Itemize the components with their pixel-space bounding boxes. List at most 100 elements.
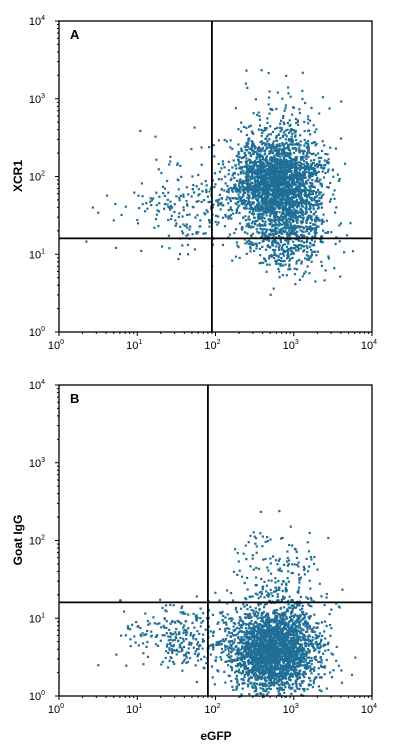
panel-a-event-dot: [181, 230, 184, 233]
panel-a-event-dot: [316, 250, 320, 253]
panel-b-event-dot: [303, 676, 306, 679]
panel-b-event-dot: [235, 669, 238, 673]
panel-a-event-dot: [259, 224, 262, 228]
panel-b-event-dot: [232, 641, 235, 644]
panel-a-event-dot: [313, 131, 316, 134]
panel-a-event-dot: [294, 188, 297, 191]
panel-a-event-dot: [150, 204, 153, 207]
panel-a-event-dot: [310, 153, 313, 156]
panel-a-event-dot: [268, 228, 272, 231]
panel-a-event-dot: [197, 173, 200, 177]
panel-a-event-dot: [276, 188, 279, 191]
panel-a-event-dot: [235, 187, 238, 190]
panel-a-event-dot: [281, 252, 284, 255]
panel-a-event-dot: [247, 138, 251, 141]
panel-a-event-dot: [268, 203, 271, 206]
panel-a-event-dot: [242, 193, 245, 196]
panel-b-event-dot: [308, 656, 311, 659]
panel-a-event-dot: [246, 178, 249, 181]
panel-a-event-dot: [267, 200, 270, 203]
panel-a-event-dot: [309, 196, 312, 199]
panel-a-event-dot: [339, 275, 342, 278]
panel-a-event-dot: [268, 145, 271, 148]
panel-a-event-dot: [267, 133, 270, 136]
panel-a-event-dot: [278, 160, 281, 163]
panel-b-event-dot: [252, 623, 255, 626]
panel-a-event-dot: [301, 179, 304, 182]
panel-b-event-dot: [249, 627, 252, 630]
panel-a-event-dot: [302, 171, 305, 174]
panel-a-event-dot: [297, 183, 300, 186]
panel-a-event-dot: [242, 169, 245, 172]
panel-a-event-dot: [231, 174, 234, 177]
panel-b-event-dot: [280, 627, 283, 630]
panel-a-event-dot: [303, 144, 306, 147]
panel-a-event-dot: [276, 202, 279, 205]
panel-a-event-dot: [294, 247, 297, 250]
panel-a-event-dot: [270, 230, 273, 233]
panel-a-event-dot: [281, 180, 284, 183]
panel-a-event-dot: [238, 184, 241, 187]
panel-a-event-dot: [277, 181, 281, 184]
panel-a-event-dot: [281, 97, 284, 100]
panel-b-event-dot: [304, 665, 307, 668]
panel-a-event-dot: [338, 224, 341, 227]
panel-a-event-dot: [294, 176, 297, 179]
panel-b-event-dot: [242, 639, 246, 642]
panel-a-event-dot: [263, 257, 266, 260]
panel-a-event-dot: [273, 214, 276, 217]
panel-a-event-dot: [264, 190, 267, 194]
panel-b-event-dot: [270, 627, 273, 630]
panel-a-event-dot: [261, 230, 264, 233]
panel-a-event-dot: [246, 170, 250, 173]
panel-a-event-dot: [264, 202, 267, 205]
panel-a-event-dot: [275, 145, 278, 148]
panel-a-event-dot: [308, 177, 311, 180]
panel-b-event-dot: [288, 686, 291, 689]
panel-a-event-dot: [259, 227, 262, 230]
panel-a-event-dot: [261, 163, 264, 166]
panel-a-event-dot: [274, 253, 277, 256]
panel-a-event-dot: [173, 210, 176, 213]
panel-a-event-dot: [261, 201, 265, 204]
panel-a-event-dot: [301, 209, 304, 212]
panel-b-event-dot: [263, 606, 266, 609]
panel-a-event-dot: [240, 161, 243, 164]
panel-a-event-dot: [299, 207, 302, 210]
panel-a-event-dot: [310, 238, 313, 242]
panel-a-event-dot: [261, 216, 264, 219]
panel-a-event-dot: [245, 142, 248, 145]
panel-a-event-dot: [314, 217, 317, 220]
panel-a-event-dot: [252, 207, 255, 211]
panel-a-event-dot: [292, 128, 295, 132]
panel-b-event-dot: [297, 620, 300, 624]
panel-a-event-dot: [314, 144, 317, 147]
panel-b-event-dot: [287, 627, 291, 630]
panel-b-event-dot: [288, 678, 291, 681]
panel-b-event-dot: [256, 692, 259, 695]
panel-a-event-dot: [265, 190, 269, 193]
panel-a-event-dot: [295, 262, 298, 265]
panel-a-event-dot: [291, 182, 295, 185]
panel-b-event-dot: [315, 658, 318, 662]
panel-b-event-dot: [279, 648, 283, 651]
panel-a-event-dot: [295, 194, 298, 197]
panel-a-event-dot: [247, 242, 250, 245]
panel-a-event-dot: [307, 155, 310, 158]
panel-a-event-dot: [248, 175, 251, 178]
panel-a-event-dot: [262, 197, 265, 200]
panel-b-event-dot: [284, 636, 287, 640]
panel-b-event-dot: [319, 664, 323, 667]
panel-a-event-dot: [307, 140, 310, 143]
panel-a-event-dot: [252, 195, 255, 198]
panel-a-event-dot: [275, 259, 278, 262]
panel-a-event-dot: [258, 164, 261, 168]
panel-a-event-dot: [115, 246, 118, 249]
panel-a-event-dot: [307, 254, 310, 258]
panel-a-event-dot: [280, 227, 283, 231]
panel-a-event-dot: [279, 262, 282, 266]
panel-a-event-dot: [310, 164, 313, 167]
panel-b-event-dot: [284, 641, 287, 644]
panel-a-event-dot: [257, 156, 260, 159]
panel-b-event-dot: [238, 624, 241, 627]
